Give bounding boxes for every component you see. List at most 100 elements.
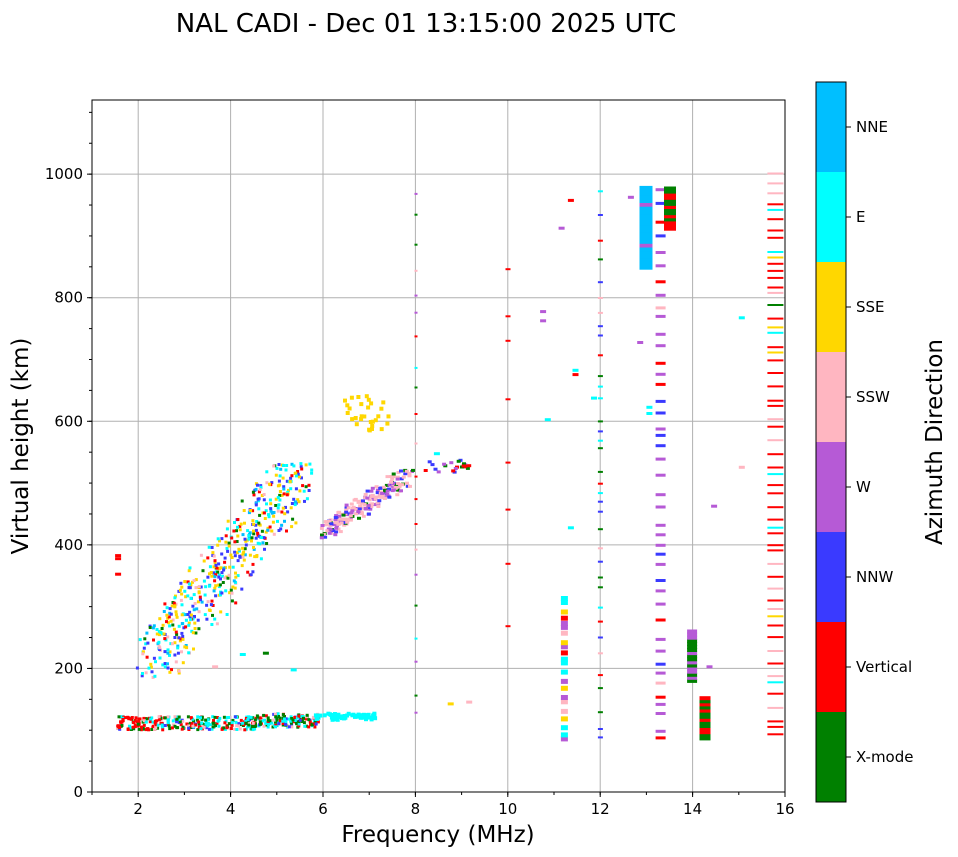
echo-point xyxy=(544,418,551,422)
echo-point xyxy=(655,293,666,297)
echo-point xyxy=(597,636,603,639)
echo-point xyxy=(247,511,251,515)
echo-point xyxy=(241,555,245,559)
echo-point xyxy=(275,718,279,722)
y-tick-label: 400 xyxy=(54,536,83,554)
echo-point xyxy=(655,702,666,706)
echo-point xyxy=(282,485,286,489)
echo-point xyxy=(193,627,197,630)
echo-point xyxy=(639,193,653,200)
echo-point xyxy=(180,613,184,617)
echo-point xyxy=(153,674,157,678)
echo-point xyxy=(248,718,251,722)
echo-point xyxy=(767,725,784,728)
echo-point xyxy=(149,665,153,669)
echo-point xyxy=(169,619,173,623)
echo-point xyxy=(183,645,187,649)
echo-point xyxy=(290,474,294,478)
echo-point xyxy=(767,706,784,709)
echo-point xyxy=(297,724,301,728)
echo-point xyxy=(277,529,281,532)
echo-point xyxy=(348,514,353,518)
echo-point xyxy=(226,519,230,523)
echo-point xyxy=(350,509,355,513)
echo-point xyxy=(250,539,253,543)
echo-point xyxy=(265,542,269,545)
echo-point xyxy=(767,624,784,627)
echo-point xyxy=(256,499,260,503)
echo-point xyxy=(597,547,603,550)
echo-point xyxy=(249,715,253,719)
echo-point xyxy=(591,396,597,400)
echo-point xyxy=(361,514,366,518)
echo-point xyxy=(222,726,226,730)
echo-point xyxy=(699,708,711,713)
echo-point xyxy=(320,533,324,537)
echo-point xyxy=(174,630,178,634)
echo-point xyxy=(184,618,188,622)
echo-point xyxy=(289,715,293,719)
echo-point xyxy=(290,502,294,505)
echo-point xyxy=(366,504,371,508)
echo-point xyxy=(340,716,344,721)
echo-point xyxy=(192,579,196,583)
echo-point xyxy=(369,505,374,508)
echo-point xyxy=(540,310,547,314)
echo-point xyxy=(395,482,400,485)
echo-point xyxy=(200,717,204,721)
echo-point xyxy=(142,723,146,727)
echo-point xyxy=(222,715,226,719)
echo-point xyxy=(206,575,210,579)
echo-point xyxy=(333,533,338,537)
echo-point xyxy=(217,718,221,722)
echo-point xyxy=(333,520,338,524)
echo-point xyxy=(268,719,272,723)
echo-point xyxy=(214,563,218,567)
echo-point xyxy=(767,182,784,185)
echo-point xyxy=(159,716,163,720)
echo-point xyxy=(240,564,244,568)
echo-point xyxy=(262,536,266,540)
echo-point xyxy=(687,666,698,671)
echo-point xyxy=(687,629,698,634)
echo-point xyxy=(767,304,784,306)
echo-point xyxy=(367,498,372,502)
echo-point xyxy=(292,720,296,724)
echo-point xyxy=(266,716,270,720)
echo-point xyxy=(228,565,232,569)
echo-point xyxy=(767,526,784,529)
echo-point xyxy=(655,681,666,685)
x-tick-label: 14 xyxy=(683,800,702,818)
echo-point xyxy=(302,489,306,493)
echo-point xyxy=(639,211,653,218)
echo-point xyxy=(205,726,209,730)
echo-point xyxy=(180,727,184,731)
echo-point xyxy=(157,718,161,722)
echo-point xyxy=(597,214,603,216)
echo-point xyxy=(655,251,666,254)
echo-point xyxy=(151,675,155,679)
echo-point xyxy=(185,722,189,726)
echo-point xyxy=(241,533,245,537)
echo-point xyxy=(202,579,206,583)
echo-point xyxy=(193,602,197,605)
y-tick-label: 600 xyxy=(54,412,83,430)
echo-point xyxy=(300,467,304,471)
echo-point xyxy=(655,433,666,437)
echo-point xyxy=(153,721,157,725)
colorbar-tick-label: SSW xyxy=(856,388,890,406)
echo-point xyxy=(233,727,237,731)
echo-point xyxy=(208,572,211,576)
echo-point xyxy=(284,468,288,472)
echo-point xyxy=(285,479,289,483)
echo-point xyxy=(572,368,579,372)
echo-point xyxy=(767,251,784,253)
echo-point xyxy=(414,311,418,314)
echo-point xyxy=(268,525,272,529)
echo-point xyxy=(267,513,270,517)
echo-point xyxy=(154,726,158,730)
echo-point xyxy=(505,315,511,318)
echo-point xyxy=(304,463,308,467)
echo-point xyxy=(687,660,698,665)
echo-point xyxy=(687,657,698,662)
